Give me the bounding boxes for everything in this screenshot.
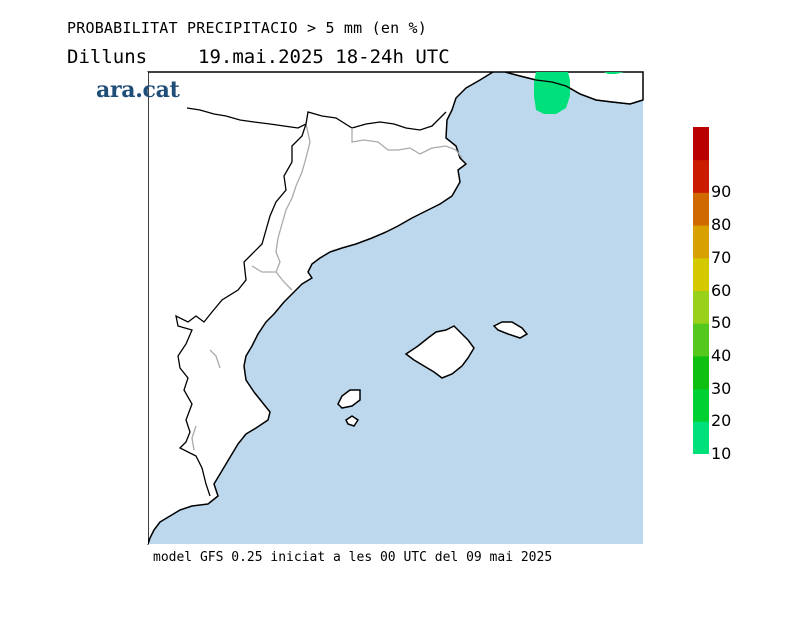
western-border bbox=[175, 123, 307, 497]
legend-tick-label: 50 bbox=[711, 313, 732, 333]
island-eivissa bbox=[337, 389, 361, 409]
land-mass bbox=[147, 71, 494, 545]
legend-tick-label: 70 bbox=[711, 247, 732, 267]
regional-borders bbox=[191, 123, 463, 451]
legend-bin bbox=[693, 421, 709, 454]
brand-logo: ara.cat bbox=[96, 77, 180, 103]
footer-model-info: model GFS 0.25 iniciat a les 00 UTC del … bbox=[153, 550, 553, 565]
legend-bin bbox=[693, 192, 709, 226]
legend-tick-label: 20 bbox=[711, 411, 732, 431]
legend-tick-label: 60 bbox=[711, 280, 732, 300]
legend-bin bbox=[693, 290, 709, 324]
legend-colorbar bbox=[693, 127, 709, 454]
legend-bin bbox=[693, 257, 709, 291]
coast-overlay bbox=[519, 75, 644, 105]
island-menorca bbox=[492, 321, 529, 339]
precipitation-area bbox=[534, 72, 570, 114]
island-formentera bbox=[345, 415, 360, 427]
legend-bin bbox=[693, 127, 709, 161]
legend-bin bbox=[693, 388, 709, 422]
pyrenees-border bbox=[186, 107, 447, 131]
map-title: PROBABILITAT PRECIPITACIO > 5 mm (en %) bbox=[67, 19, 427, 37]
legend-tick-label: 90 bbox=[711, 182, 732, 202]
legend-bin bbox=[693, 323, 709, 357]
legend-bin bbox=[693, 355, 709, 390]
forecast-datetime: 19.mai.2025 18-24h UTC bbox=[198, 46, 450, 68]
legend-bin bbox=[693, 159, 709, 193]
island-mallorca bbox=[404, 325, 475, 379]
legend-tick-label: 80 bbox=[711, 215, 732, 235]
legend-bin bbox=[693, 225, 709, 259]
forecast-day: Dilluns bbox=[67, 46, 148, 68]
legend-tick-label: 30 bbox=[711, 378, 732, 398]
outer-land-mask bbox=[0, 72, 148, 544]
legend-tick-label: 40 bbox=[711, 345, 732, 365]
precipitation-area-small bbox=[604, 72, 624, 74]
legend-tick-label: 10 bbox=[711, 444, 732, 463]
